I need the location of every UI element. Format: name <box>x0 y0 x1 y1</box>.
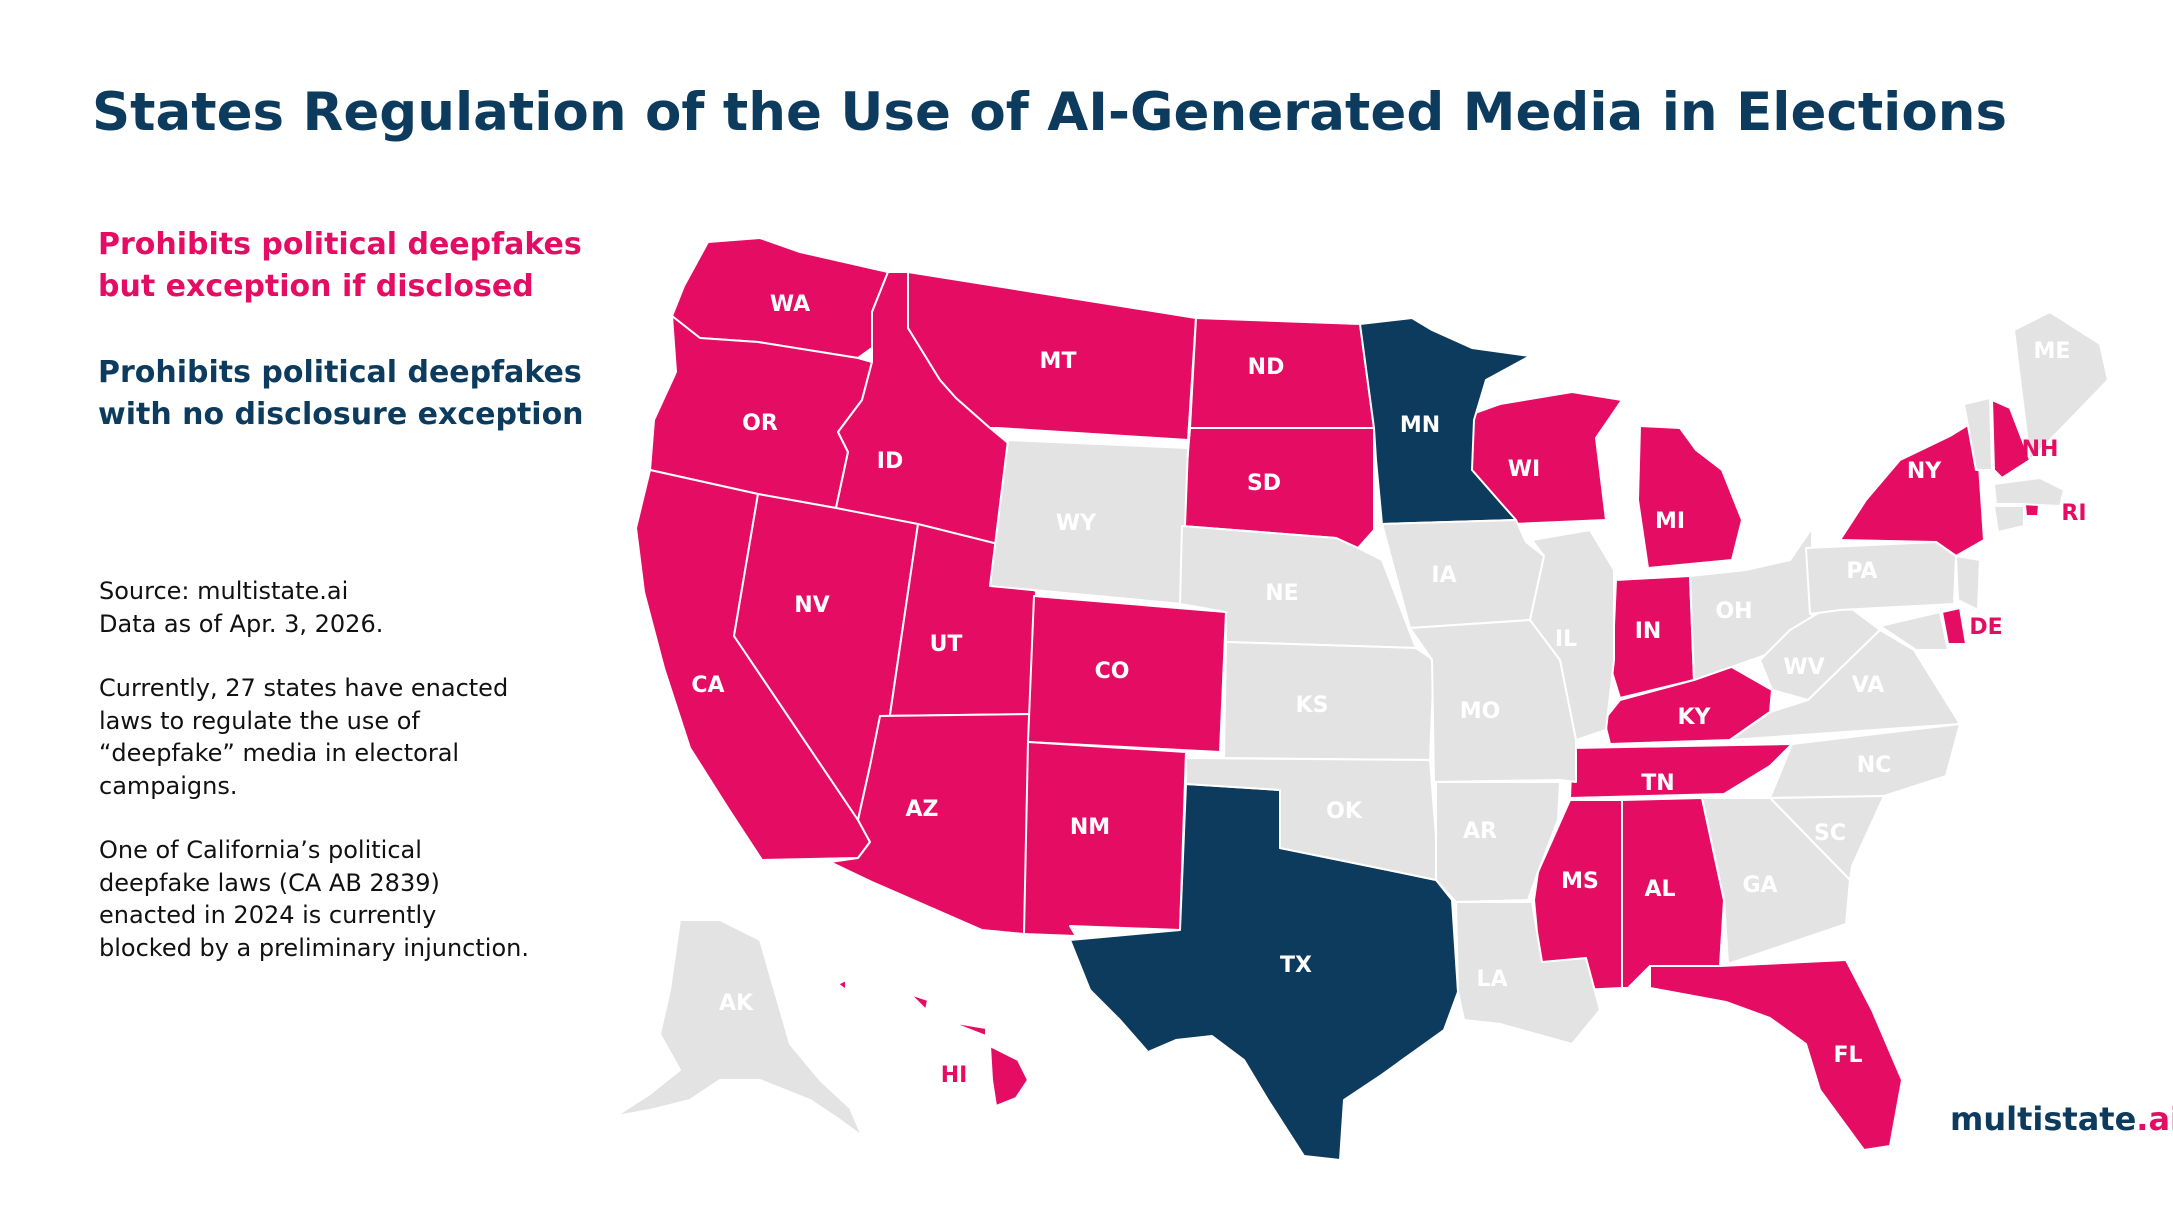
state-label-ok: OK <box>1326 799 1363 824</box>
state-label-co: CO <box>1095 659 1130 684</box>
state-label-oh: OH <box>1715 599 1752 624</box>
summary-line: Currently, 27 states have enacted <box>99 674 509 702</box>
state-pa <box>1805 541 1957 615</box>
state-label-wi: WI <box>1508 457 1540 482</box>
state-co <box>1027 595 1227 753</box>
state-label-la: LA <box>1476 967 1507 992</box>
state-label-hi: HI <box>941 1063 968 1088</box>
state-ok <box>1185 757 1437 881</box>
logo-accent: .ai <box>2136 1100 2173 1138</box>
state-label-nd: ND <box>1248 355 1285 380</box>
state-label-ca: CA <box>691 673 724 698</box>
state-ia <box>1381 519 1545 629</box>
date-line: Data as of Apr. 3, 2026. <box>99 609 384 638</box>
state-label-wv: WV <box>1783 655 1824 680</box>
state-tn <box>1569 743 1793 799</box>
state-la <box>1455 901 1601 1045</box>
state-label-de: DE <box>1969 615 2002 640</box>
state-ar <box>1435 781 1561 903</box>
state-label-tx: TX <box>1280 953 1312 978</box>
state-hi <box>837 979 1029 1107</box>
state-label-ma: MA <box>2069 479 2108 504</box>
state-label-wa: WA <box>770 292 810 317</box>
state-label-nv: NV <box>794 593 829 618</box>
state-label-tn: TN <box>1641 771 1674 796</box>
state-mi <box>1637 425 1743 569</box>
injunction-line: enacted in 2024 is currently <box>99 901 437 929</box>
state-label-me: ME <box>2034 339 2071 364</box>
state-label-id: ID <box>877 449 903 474</box>
state-label-ia: IA <box>1431 563 1456 588</box>
summary-line: campaigns. <box>99 771 238 800</box>
state-label-in: IN <box>1635 619 1662 644</box>
state-label-va: VA <box>1852 673 1885 698</box>
legend-line: but exception if disclosed <box>98 269 534 304</box>
state-ny <box>1839 419 1985 557</box>
state-ga <box>1701 797 1851 965</box>
state-label-il: IL <box>1555 627 1577 652</box>
legend-line: Prohibits political deepfakes <box>98 227 582 262</box>
state-ak <box>615 919 863 1137</box>
state-ma <box>1993 477 2065 507</box>
state-de <box>1941 607 1967 645</box>
state-label-nm: NM <box>1070 815 1110 840</box>
source-line: Source: multistate.ai <box>99 577 349 605</box>
state-label-mt: MT <box>1040 349 1077 374</box>
state-label-ct: CT <box>2022 521 2053 546</box>
state-label-ga: GA <box>1742 873 1777 898</box>
summary-line: laws to regulate the use of <box>99 706 420 735</box>
state-label-mo: MO <box>1460 699 1501 724</box>
state-label-ak: AK <box>719 991 754 1016</box>
state-label-pa: PA <box>1846 559 1877 584</box>
state-label-mi: MI <box>1655 509 1685 534</box>
state-label-ar: AR <box>1463 819 1497 844</box>
state-label-nc: NC <box>1857 753 1892 778</box>
legend-disclosure-exception: Prohibits political deepfakes but except… <box>98 224 618 308</box>
state-nh <box>1991 399 2031 479</box>
state-label-ms: MS <box>1561 869 1599 894</box>
injunction-line: deepfake laws (CA AB 2839) <box>99 868 440 897</box>
state-ct <box>1993 505 2025 533</box>
multistate-logo: multistate.ai <box>1950 1100 2173 1138</box>
state-label-az: AZ <box>906 797 939 822</box>
state-label-md: MD <box>1970 653 2010 678</box>
state-me <box>2013 311 2109 461</box>
page-title: States Regulation of the Use of AI-Gener… <box>92 82 2008 143</box>
state-wa <box>671 237 889 359</box>
state-label-mn: MN <box>1400 413 1440 438</box>
state-nm <box>1023 741 1187 937</box>
notes-panel: Source: multistate.ai Data as of Apr. 3,… <box>99 575 619 964</box>
state-label-nj: NJ <box>1983 563 2010 588</box>
summary-line: “deepfake” media in electoral <box>99 739 460 767</box>
state-ks <box>1223 641 1435 761</box>
state-label-al: AL <box>1644 877 1675 902</box>
state-label-ri: RI <box>2061 501 2086 526</box>
legend-line: with no disclosure exception <box>98 397 584 432</box>
state-md <box>1879 611 1949 651</box>
state-label-nh: NH <box>2022 437 2059 462</box>
state-il <box>1529 529 1615 741</box>
injunction-line: blocked by a preliminary injunction. <box>99 933 529 962</box>
injunction-line: One of California’s political <box>99 836 422 864</box>
state-fl <box>1649 959 1903 1151</box>
state-label-fl: FL <box>1833 1043 1862 1068</box>
state-label-or: OR <box>742 411 778 436</box>
state-label-vt: VT <box>1960 359 1992 384</box>
state-mn <box>1359 317 1531 525</box>
state-label-ky: KY <box>1678 705 1712 730</box>
state-nj <box>1955 555 1981 611</box>
legend-line: Prohibits political deepfakes <box>98 355 582 390</box>
state-label-ut: UT <box>930 632 963 657</box>
state-label-ks: KS <box>1296 693 1329 718</box>
logo-text: multistate <box>1950 1100 2137 1138</box>
state-label-wy: WY <box>1056 511 1097 536</box>
state-label-ne: NE <box>1265 581 1298 606</box>
legend-no-exception: Prohibits political deepfakes with no di… <box>98 352 618 436</box>
state-label-ny: NY <box>1907 459 1942 484</box>
state-label-sc: SC <box>1814 821 1846 846</box>
state-vt <box>1963 397 1993 471</box>
state-label-sd: SD <box>1247 471 1281 496</box>
